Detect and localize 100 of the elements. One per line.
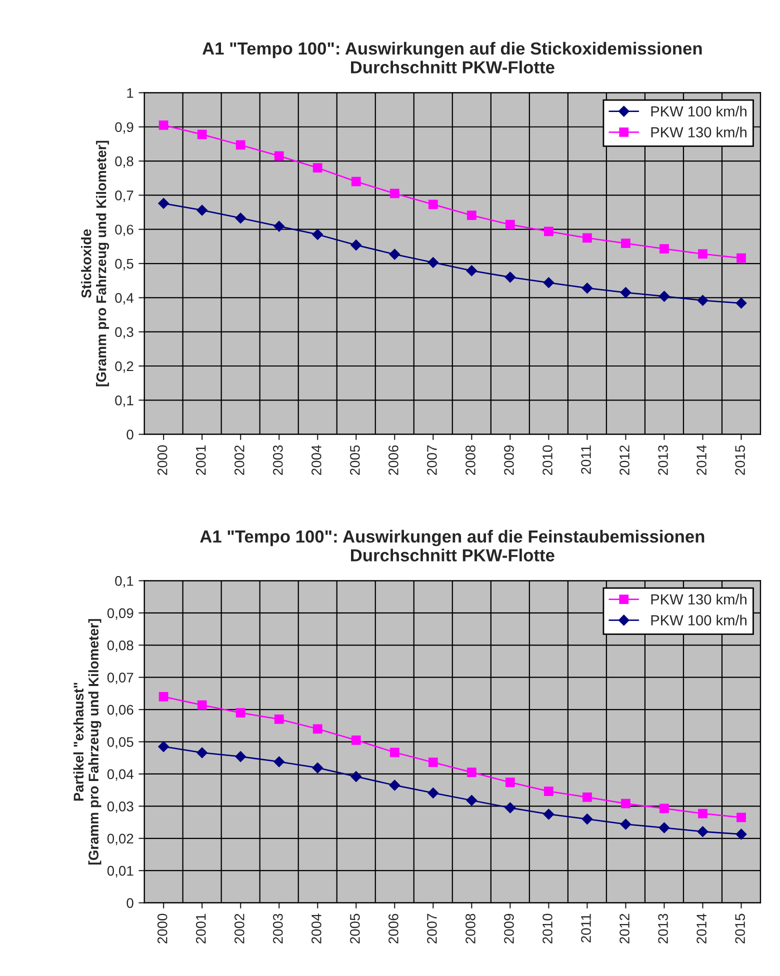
x-tick-label: 2000 xyxy=(157,445,168,475)
x-tick-label: 2011 xyxy=(581,445,591,474)
legend-label: PKW 100 km/h xyxy=(651,614,746,626)
point xyxy=(274,756,285,768)
point xyxy=(390,748,400,758)
point xyxy=(197,700,207,710)
point xyxy=(274,151,284,161)
point xyxy=(504,272,516,283)
legend-label: PKW 130 km/h xyxy=(651,594,746,605)
point xyxy=(312,724,322,734)
x-tick-label: 2013 xyxy=(658,914,668,944)
y-tick-label: 0,03 xyxy=(107,802,134,813)
point xyxy=(158,741,169,752)
x-tick-label: 2004 xyxy=(312,445,322,475)
x-tick-label: 2010 xyxy=(542,445,552,475)
y-tick-label: 0,07 xyxy=(107,672,134,684)
y-tick-label: 0,3 xyxy=(115,327,134,339)
y-tick-label: 0,02 xyxy=(107,834,134,846)
x-tick-label: 2013 xyxy=(658,445,668,475)
point xyxy=(390,188,400,198)
point xyxy=(428,257,439,268)
y-tick-label: 0,04 xyxy=(107,769,134,781)
point xyxy=(736,298,747,309)
x-tick-label: 2012 xyxy=(620,445,630,475)
point xyxy=(351,735,361,745)
x-tick-label: 2001 xyxy=(196,445,206,475)
point xyxy=(698,249,708,259)
y-tick-label: 0,8 xyxy=(115,156,134,168)
x-tick-label: 2015 xyxy=(735,445,745,475)
x-tick-label: 2001 xyxy=(196,914,206,944)
y-tick-label: 0,1 xyxy=(115,576,134,588)
point xyxy=(235,212,246,224)
x-tick-label: 2009 xyxy=(504,914,514,944)
y-tick-label: 0,05 xyxy=(107,737,134,749)
point xyxy=(196,204,208,216)
point xyxy=(658,822,670,834)
x-tick-label: 2002 xyxy=(234,445,244,475)
x-tick-label: 2012 xyxy=(620,914,630,944)
point xyxy=(466,265,478,276)
legend-label: PKW 100 km/h xyxy=(651,106,746,117)
x-tick-label: 2003 xyxy=(272,445,283,475)
x-tick-label: 2014 xyxy=(696,445,706,475)
y-tick-label: 0,01 xyxy=(107,866,134,878)
x-tick-label: 2007 xyxy=(427,914,437,944)
y-tick-label: 1 xyxy=(127,88,134,98)
y-axis-title: Partikel "exhaust" [Gramm pro Fahrzeug und Kilometer] xyxy=(73,619,102,864)
point xyxy=(736,812,746,822)
point xyxy=(196,747,208,758)
point xyxy=(389,248,400,260)
y-tick-label: 0,6 xyxy=(115,224,134,236)
point xyxy=(197,130,207,140)
point xyxy=(312,163,322,173)
x-tick-label: 2005 xyxy=(350,445,360,475)
legend-label: PKW 130 km/h xyxy=(651,126,746,138)
point xyxy=(351,176,361,186)
y-tick-label: 0,08 xyxy=(107,640,134,652)
x-tick-label: 2010 xyxy=(542,914,552,944)
point xyxy=(158,198,169,209)
point xyxy=(582,792,592,802)
point xyxy=(620,287,632,298)
point xyxy=(697,826,708,838)
y-tick-label: 0,4 xyxy=(115,293,134,304)
point xyxy=(582,814,593,824)
y-tick-label: 0 xyxy=(126,898,134,908)
x-tick-label: 2003 xyxy=(272,914,283,944)
x-tick-label: 2002 xyxy=(234,914,244,944)
x-tick-label: 2009 xyxy=(504,445,514,475)
x-tick-label: 2011 xyxy=(581,914,591,942)
point xyxy=(660,804,669,814)
point xyxy=(698,808,708,818)
point xyxy=(582,282,593,294)
point xyxy=(466,768,476,778)
point xyxy=(158,692,168,702)
chart-title: A1 "Tempo 100": Auswirkungen auf die Stickoxidemissionen Durchschnitt PKW-Flotte xyxy=(202,42,702,74)
point xyxy=(658,290,670,302)
point xyxy=(504,802,516,814)
x-tick-label: 2014 xyxy=(696,914,706,944)
point xyxy=(466,210,476,220)
chart-title: A1 "Tempo 100": Auswirkungen auf die Feinstaubemissionen Durchschnitt PKW-Flotte xyxy=(200,530,704,562)
point xyxy=(158,120,168,130)
point xyxy=(697,294,708,306)
y-axis-title: Stickoxide [Gramm pro Fahrzeug und Kilometer] xyxy=(81,140,110,386)
point xyxy=(543,277,554,288)
point xyxy=(236,140,246,150)
point xyxy=(312,229,324,240)
x-tick-label: 2008 xyxy=(466,914,476,944)
point xyxy=(660,244,669,254)
y-tick-label: 0,9 xyxy=(115,122,134,134)
point xyxy=(274,714,284,724)
point xyxy=(274,220,285,232)
x-tick-label: 2007 xyxy=(427,445,437,475)
point xyxy=(235,751,246,762)
point xyxy=(736,253,746,263)
point xyxy=(505,778,515,788)
point xyxy=(466,794,478,806)
x-tick-label: 2005 xyxy=(350,914,360,944)
y-tick-label: 0,7 xyxy=(115,190,134,202)
y-tick-label: 0,2 xyxy=(115,361,134,373)
point xyxy=(543,808,554,820)
x-tick-label: 2006 xyxy=(388,445,398,475)
